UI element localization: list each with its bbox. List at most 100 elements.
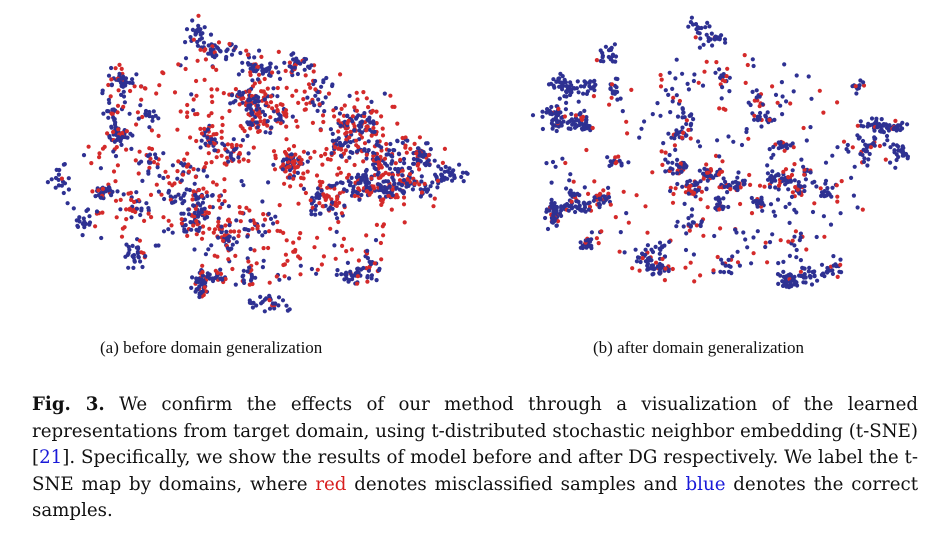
misclassified-point: [293, 152, 298, 157]
misclassified-point: [431, 204, 436, 209]
correct-point: [643, 247, 648, 252]
correct-point: [334, 272, 339, 277]
misclassified-point: [364, 266, 369, 271]
correct-point: [77, 219, 82, 224]
misclassified-point: [686, 127, 691, 133]
correct-point: [442, 169, 447, 174]
correct-point: [882, 142, 887, 147]
correct-point: [701, 171, 706, 176]
misclassified-point: [834, 183, 839, 188]
correct-point: [220, 277, 225, 282]
misclassified-point: [776, 183, 782, 188]
correct-point: [363, 180, 368, 185]
misclassified-point: [132, 84, 137, 89]
correct-point: [559, 115, 564, 120]
correct-point: [417, 153, 422, 158]
correct-point: [690, 207, 695, 212]
correct-point: [337, 111, 342, 116]
misclassified-point: [161, 215, 166, 220]
correct-point: [699, 25, 704, 31]
misclassified-point: [148, 192, 154, 197]
correct-point: [240, 138, 245, 143]
correct-point: [791, 89, 796, 94]
misclassified-point: [298, 161, 304, 166]
misclassified-point: [256, 72, 262, 77]
correct-point: [793, 280, 798, 285]
correct-point: [457, 162, 462, 167]
misclassified-point: [241, 157, 246, 162]
misclassified-point: [257, 115, 263, 120]
misclassified-point: [336, 146, 341, 151]
misclassified-point: [273, 156, 278, 161]
correct-point: [667, 70, 672, 75]
misclassified-point: [236, 233, 241, 239]
correct-point: [718, 75, 723, 80]
correct-point: [748, 102, 753, 108]
correct-point: [568, 172, 573, 177]
misclassified-point: [342, 103, 347, 108]
correct-point: [212, 137, 217, 142]
misclassified-point: [344, 249, 349, 254]
misclassified-point: [277, 203, 282, 208]
correct-point: [460, 170, 465, 175]
correct-point: [315, 108, 320, 113]
correct-point: [201, 168, 206, 173]
misclassified-point: [383, 170, 388, 175]
misclassified-point: [367, 192, 372, 197]
correct-point: [255, 103, 260, 108]
misclassified-point: [853, 84, 858, 89]
correct-point: [461, 179, 466, 184]
misclassified-point: [723, 107, 728, 112]
correct-point: [252, 100, 257, 105]
correct-point: [205, 271, 210, 276]
correct-point: [600, 55, 605, 60]
misclassified-point: [320, 180, 325, 185]
correct-point: [568, 188, 573, 193]
correct-point: [693, 180, 698, 185]
correct-point: [45, 180, 50, 185]
correct-point: [721, 176, 726, 181]
correct-point: [696, 188, 701, 193]
misclassified-point: [323, 151, 328, 156]
correct-point: [551, 83, 556, 88]
correct-point: [447, 166, 452, 171]
correct-point: [624, 211, 629, 216]
correct-point: [116, 135, 121, 140]
correct-point: [550, 112, 555, 117]
correct-point: [618, 96, 623, 101]
correct-point: [124, 80, 129, 85]
correct-point: [105, 109, 110, 114]
misclassified-point: [743, 80, 748, 85]
misclassified-point: [624, 119, 629, 124]
misclassified-point: [120, 226, 125, 231]
correct-point: [830, 268, 835, 273]
correct-point: [309, 63, 314, 68]
correct-point: [689, 121, 694, 126]
misclassified-point: [156, 133, 161, 138]
correct-point: [586, 207, 591, 212]
correct-point: [231, 236, 236, 241]
misclassified-point: [201, 230, 206, 235]
misclassified-point: [296, 201, 301, 206]
correct-point: [410, 187, 415, 192]
correct-point: [697, 45, 702, 50]
correct-point: [900, 153, 905, 158]
misclassified-point: [384, 141, 389, 147]
correct-point: [405, 138, 410, 143]
misclassified-point: [124, 207, 129, 212]
correct-point: [295, 170, 300, 175]
misclassified-point: [310, 120, 315, 125]
misclassified-point: [407, 172, 413, 177]
correct-point: [802, 266, 807, 271]
misclassified-point: [379, 148, 384, 153]
correct-point: [250, 78, 255, 83]
correct-point: [726, 134, 731, 139]
correct-point: [156, 116, 161, 121]
citation-link[interactable]: 21: [39, 447, 63, 468]
correct-point: [241, 273, 246, 278]
correct-point: [262, 309, 267, 314]
misclassified-point: [128, 88, 133, 94]
misclassified-point: [778, 238, 783, 243]
misclassified-point: [222, 199, 227, 204]
misclassified-point: [398, 157, 403, 162]
